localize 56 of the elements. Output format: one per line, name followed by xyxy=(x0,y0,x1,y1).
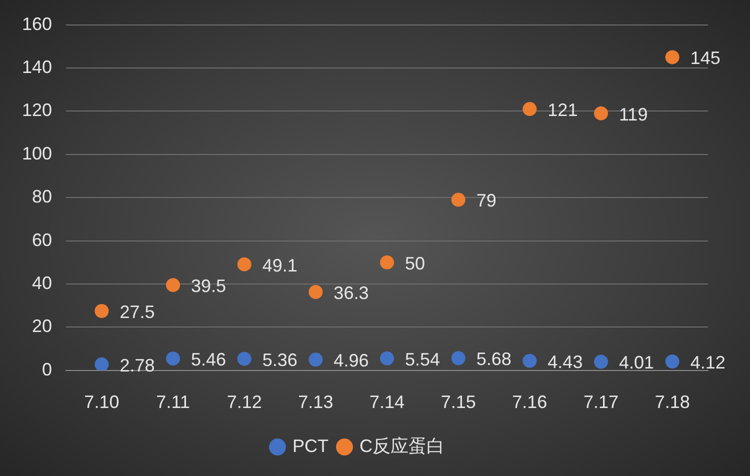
y-tick-label: 140 xyxy=(22,56,52,77)
data-label: 27.5 xyxy=(120,302,155,322)
y-tick-label: 20 xyxy=(32,316,52,336)
x-tick-label: 7.16 xyxy=(512,392,548,412)
point xyxy=(594,106,608,120)
data-label: 39.5 xyxy=(191,276,226,296)
point xyxy=(237,352,252,366)
point xyxy=(166,278,180,292)
point xyxy=(451,351,466,366)
legend-label: C反应蛋白 xyxy=(360,436,444,456)
data-label: 50 xyxy=(405,253,426,274)
point xyxy=(237,257,252,272)
point xyxy=(380,351,394,366)
point xyxy=(380,255,394,270)
y-tick-label: 80 xyxy=(32,186,52,207)
data-label: 5.46 xyxy=(191,350,226,370)
legend-label: PCT xyxy=(292,436,329,456)
point xyxy=(594,354,608,369)
data-label: 119 xyxy=(619,104,648,124)
point xyxy=(451,192,466,207)
y-tick-label: 0 xyxy=(42,359,52,380)
point xyxy=(94,304,109,318)
point xyxy=(94,357,109,370)
point xyxy=(166,352,180,366)
data-label: 121 xyxy=(548,100,578,120)
x-tick-label: 7.15 xyxy=(440,392,476,412)
data-label: 4.43 xyxy=(548,352,583,372)
x-tick-label: 7.17 xyxy=(583,392,619,412)
y-tick-label: 120 xyxy=(22,100,52,120)
data-label: 145 xyxy=(690,48,720,68)
x-tick-label: 7.14 xyxy=(369,392,405,412)
data-label: 4.01 xyxy=(619,352,654,373)
data-label: 5.68 xyxy=(476,349,512,370)
data-label: 4.96 xyxy=(334,350,369,371)
x-tick-label: 7.10 xyxy=(84,392,120,412)
point xyxy=(522,102,537,116)
point xyxy=(308,352,323,367)
y-tick-label: 160 xyxy=(22,14,52,34)
y-tick-label: 40 xyxy=(32,272,52,293)
data-label: 5.54 xyxy=(405,349,440,370)
data-label: 4.12 xyxy=(690,352,726,372)
data-label: 49.1 xyxy=(262,255,298,276)
y-tick-label: 100 xyxy=(22,143,52,164)
x-tick-label: 7.13 xyxy=(298,392,334,412)
x-tick-label: 7.18 xyxy=(654,392,690,412)
point xyxy=(308,284,323,299)
x-tick-label: 7.12 xyxy=(226,392,262,412)
point xyxy=(522,354,537,368)
point xyxy=(665,354,680,368)
data-label: 79 xyxy=(476,190,496,211)
y-tick-label: 60 xyxy=(32,230,52,250)
data-label: 36.3 xyxy=(334,282,369,303)
data-label: 5.36 xyxy=(262,350,298,370)
point xyxy=(665,50,680,64)
data-label: 2.78 xyxy=(120,355,155,376)
x-tick-label: 7.11 xyxy=(156,392,190,412)
